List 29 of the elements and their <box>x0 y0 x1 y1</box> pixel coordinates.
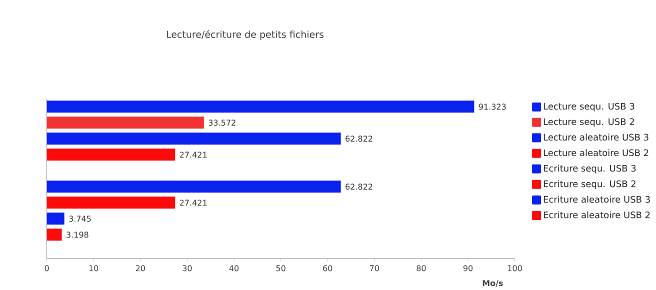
data-label: 33.572 <box>208 120 236 126</box>
data-label: 3.198 <box>66 232 88 238</box>
x-tick-label: 10 <box>89 265 98 272</box>
data-label: 27.421 <box>180 152 207 158</box>
legend-label: Lecture sequ. USB 2 <box>544 118 634 127</box>
x-tick-label: 30 <box>182 265 192 272</box>
data-label: 27.421 <box>180 200 207 206</box>
legend-label: Lecture sequ. USB 3 <box>544 102 634 112</box>
legend-label: Ecriture sequ. USB 2 <box>544 180 636 189</box>
x-tick-label: 60 <box>323 265 332 272</box>
data-label: 3.745 <box>69 216 91 222</box>
data-label: 62.822 <box>346 136 372 142</box>
chart-subtitle: Lecture/écriture de petits fichiers <box>166 30 324 40</box>
x-tick-label: 100 <box>508 265 522 272</box>
legend-label: Lecture aleatoire USB 3 <box>544 134 648 141</box>
x-tick-label: 70 <box>370 265 379 272</box>
data-label: 62.822 <box>346 184 372 190</box>
data-label: 91.323 <box>478 104 506 110</box>
legend-label: Lecture aleatoire USB 2 <box>544 149 648 156</box>
x-axis-title: Mo/s <box>482 280 503 287</box>
x-tick-label: 40 <box>229 265 239 272</box>
x-tick-label: 50 <box>276 265 286 272</box>
x-tick-label: 80 <box>416 265 426 272</box>
x-tick-label: 90 <box>463 265 473 272</box>
legend-label: Ecriture sequ. USB 3 <box>544 164 636 174</box>
legend-label: Ecriture aleatoire USB 2 <box>544 211 650 218</box>
legend-label: Ecriture aleatoire USB 3 <box>544 196 650 203</box>
x-tick-label: 20 <box>136 265 145 272</box>
x-tick-label: 0 <box>44 265 49 272</box>
